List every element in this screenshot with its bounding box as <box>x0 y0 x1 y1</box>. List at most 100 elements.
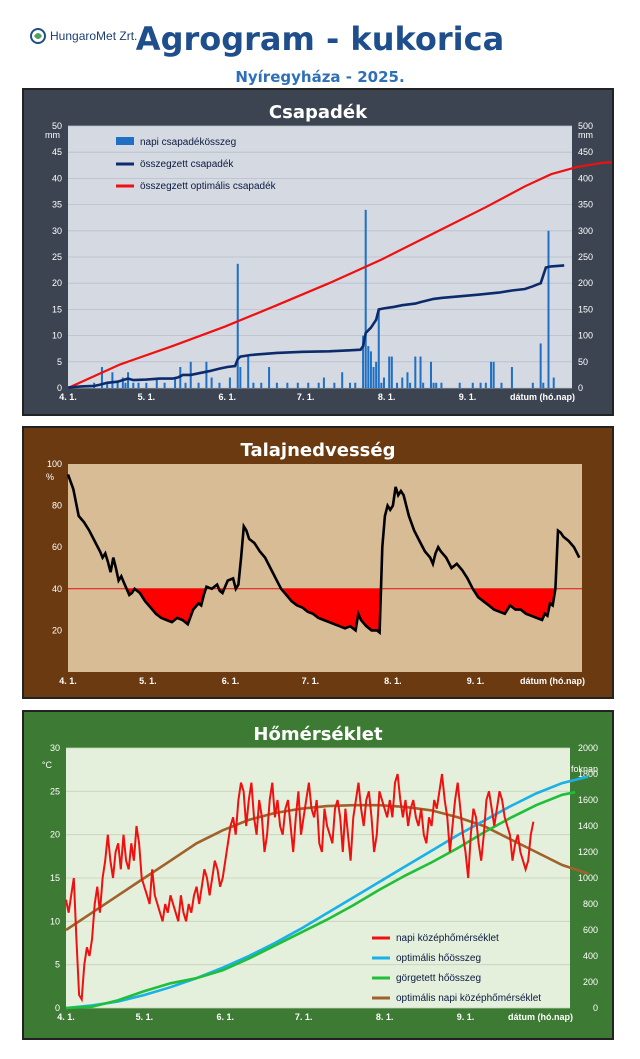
y-tick-label: 60 <box>52 542 62 552</box>
bar <box>268 367 271 388</box>
y-tick-label: 20 <box>50 830 60 840</box>
bar <box>155 377 158 388</box>
x-tick-label: 5. 1. <box>138 392 156 402</box>
bar <box>510 367 513 388</box>
y-tick-label: 10 <box>52 331 62 341</box>
x-tick-label: 7. 1. <box>302 676 320 686</box>
y2-tick-label: 300 <box>578 226 593 236</box>
y-tick-label: 15 <box>50 873 60 883</box>
bar <box>341 372 344 388</box>
bar <box>197 382 200 388</box>
legend-label: összegzett optimális csapadék <box>140 181 277 192</box>
y-axis-label: °C <box>42 760 53 770</box>
x-tick-label: 9. 1. <box>467 676 485 686</box>
bar <box>388 356 391 388</box>
logo-text: HungaroMet Zrt. <box>50 29 138 43</box>
line-optimal-heat-sum <box>65 775 589 1010</box>
x-tick-label: 6. 1. <box>219 392 237 402</box>
bar <box>106 382 109 388</box>
y2-tick-label: 2000 <box>578 743 598 753</box>
bar <box>174 377 177 388</box>
legend-label: optimális napi középhőmérséklet <box>396 993 541 1004</box>
bar <box>414 356 417 388</box>
x-tick-label: 4. 1. <box>57 1012 75 1022</box>
y-tick-label: 0 <box>57 383 62 393</box>
bar <box>372 367 375 388</box>
bar <box>364 209 367 388</box>
bar <box>419 356 422 388</box>
plot-area <box>68 464 582 672</box>
x-axis-label: dátum (hó.nap) <box>510 392 575 402</box>
y-axis-label: % <box>46 472 54 482</box>
y-tick-label: 40 <box>52 584 62 594</box>
y-tick-label: 100 <box>47 459 62 469</box>
y2-tick-label: 0 <box>578 383 583 393</box>
bar <box>307 382 310 388</box>
x-tick-label: 4. 1. <box>59 676 77 686</box>
bar <box>349 382 352 388</box>
y-tick-label: 25 <box>52 252 62 262</box>
y2-axis-label: mm <box>578 130 593 140</box>
bar <box>490 361 493 388</box>
y2-tick-label: 1800 <box>578 769 598 779</box>
y-tick-label: 40 <box>52 173 62 183</box>
y-tick-label: 5 <box>57 357 62 367</box>
y2-tick-label: 800 <box>583 899 598 909</box>
y-axis-label: mm <box>45 130 60 140</box>
soil-moisture-panel: Talajnedvesség 4. 1. 5. 1. 6. 1. 7. 1. 8. 1.… <box>22 426 614 699</box>
bar <box>127 372 130 388</box>
y-tick-label: 5 <box>55 960 60 970</box>
x-tick-label: 8. 1. <box>376 1012 394 1022</box>
line-optimal-cumulative <box>67 161 612 390</box>
x-tick-label: 6. 1. <box>222 676 240 686</box>
x-tick-label: 7. 1. <box>295 1012 313 1022</box>
line-cumulative <box>67 264 565 389</box>
y2-tick-label: 1000 <box>578 873 598 883</box>
line-rolling-heat-sum <box>65 790 576 1010</box>
bar <box>547 230 550 388</box>
bar <box>132 382 135 388</box>
bar <box>552 377 555 388</box>
y2-tick-label: 250 <box>578 252 593 262</box>
bar <box>145 382 148 388</box>
temperature-panel: Hőmérséklet 4. 1. 5. 1. 6. 1. 7. 1. 8. 1. 9. … <box>22 710 614 1040</box>
x-tick-label: 9. 1. <box>459 392 477 402</box>
y2-tick-label: 1600 <box>578 795 598 805</box>
y2-tick-label: 0 <box>593 1003 598 1013</box>
logo: HungaroMet Zrt. <box>30 28 137 44</box>
page-title: Agrogram - kukorica <box>135 20 505 58</box>
y-tick-label: 10 <box>50 916 60 926</box>
bar <box>375 361 378 388</box>
bar <box>542 382 545 388</box>
page-subtitle: Nyíregyháza - 2025. <box>235 68 405 86</box>
bar <box>296 382 299 388</box>
bar <box>124 382 127 388</box>
y-tick-label: 15 <box>52 304 62 314</box>
bar <box>228 377 231 388</box>
soil-moisture-chart: 4. 1. 5. 1. 6. 1. 7. 1. 8. 1. 9. 1. dátum (hó.… <box>46 459 585 686</box>
bar <box>401 377 404 388</box>
bar <box>205 361 208 388</box>
precipitation-title: Csapadék <box>268 102 368 123</box>
bar <box>286 382 289 388</box>
bar <box>531 382 534 388</box>
bar <box>354 382 357 388</box>
bar <box>440 382 443 388</box>
bar <box>252 382 255 388</box>
y-tick-label: 80 <box>52 501 62 511</box>
temperature-title: Hőmérséklet <box>253 724 383 745</box>
bar <box>380 382 383 388</box>
bar <box>500 382 503 388</box>
y-tick-label: 45 <box>52 147 62 157</box>
bar <box>539 343 542 388</box>
line-daily-mean-temp <box>65 773 535 1003</box>
precipitation-chart: 4. 1. 5. 1. 6. 1. 7. 1. 8. 1. 9. 1. dátum (hó.… <box>45 121 612 402</box>
bar <box>435 382 438 388</box>
x-tick-label: 5. 1. <box>139 676 157 686</box>
legend-label: napi középhőmérséklet <box>396 933 499 944</box>
bar <box>422 382 425 388</box>
legend-swatch <box>116 137 134 145</box>
y-tick-label: 50 <box>52 121 62 131</box>
y2-tick-label: 1400 <box>578 821 598 831</box>
y2-tick-label: 200 <box>583 977 598 987</box>
